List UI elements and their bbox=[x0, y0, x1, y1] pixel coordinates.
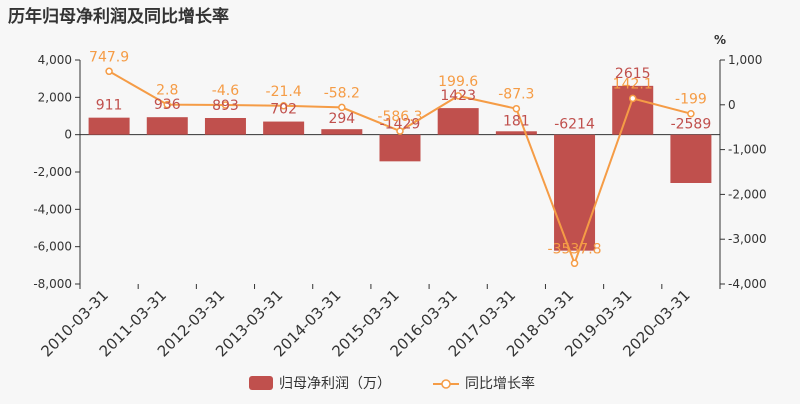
bar-data-label: 893 bbox=[212, 98, 239, 114]
bar-data-label: -6214 bbox=[554, 117, 595, 133]
line-data-label: 2.8 bbox=[156, 83, 178, 99]
line-data-label: 747.9 bbox=[89, 49, 129, 65]
bar-data-label: 936 bbox=[154, 97, 181, 113]
bar-data-label: 702 bbox=[270, 102, 297, 118]
line-data-label: 142.1 bbox=[613, 76, 653, 92]
y-left-tick-label: -6,000 bbox=[33, 240, 72, 254]
growth-point bbox=[279, 102, 288, 110]
bar-data-label: 181 bbox=[503, 113, 530, 129]
line-data-label: -4.6 bbox=[212, 83, 239, 99]
growth-point bbox=[687, 109, 695, 118]
bar bbox=[379, 134, 421, 162]
bar-data-label: -2589 bbox=[671, 117, 712, 133]
y-left-tick-label: -4,000 bbox=[33, 202, 72, 216]
line-data-label: -3537.8 bbox=[548, 241, 602, 257]
y-left-tick-label: 2,000 bbox=[38, 90, 72, 104]
line-data-label: -21.4 bbox=[266, 84, 302, 100]
legend-bar-swatch bbox=[249, 376, 273, 390]
growth-line bbox=[108, 70, 692, 267]
bar-data-label: 2615 bbox=[615, 66, 651, 82]
bar-data-label: 911 bbox=[96, 98, 123, 114]
y-left-tick-label: -8,000 bbox=[33, 277, 72, 291]
bar bbox=[670, 134, 712, 183]
y-right-tick-label: -1,000 bbox=[728, 143, 767, 157]
growth-point bbox=[512, 104, 521, 113]
growth-point bbox=[628, 94, 637, 103]
line-data-label: -58.2 bbox=[324, 85, 360, 101]
growth-point bbox=[105, 67, 113, 76]
y-left-tick-label: -2,000 bbox=[33, 165, 72, 179]
bar-data-label: 1423 bbox=[440, 88, 476, 104]
line-data-label: -199 bbox=[675, 92, 707, 108]
growth-point bbox=[221, 101, 230, 109]
bar bbox=[263, 121, 305, 135]
chart-title: 历年归母净利润及同比增长率 bbox=[8, 7, 229, 27]
legend-bar-label: 归母净利润（万） bbox=[279, 375, 391, 392]
bar bbox=[554, 134, 596, 251]
bar bbox=[88, 117, 130, 135]
growth-point bbox=[338, 103, 346, 112]
legend-line-label: 同比增长率 bbox=[465, 375, 535, 392]
bar-data-label: 294 bbox=[328, 111, 355, 127]
growth-point bbox=[454, 92, 462, 100]
y-right-unit-label: % bbox=[714, 33, 726, 47]
y-right-tick-label: 1,000 bbox=[728, 53, 762, 67]
y-left-tick-label: 0 bbox=[64, 128, 72, 142]
y-right-tick-label: -4,000 bbox=[728, 277, 767, 291]
bar-data-label: -1429 bbox=[380, 117, 421, 133]
bar bbox=[204, 117, 246, 135]
line-data-label: 199.6 bbox=[438, 74, 478, 90]
y-right-tick-label: -3,000 bbox=[728, 232, 767, 246]
y-right-tick-label: -2,000 bbox=[728, 187, 767, 201]
bar bbox=[495, 131, 537, 135]
bar bbox=[437, 108, 479, 135]
legend-line-marker bbox=[441, 379, 451, 389]
growth-point bbox=[396, 127, 404, 135]
y-right-tick-label: 0 bbox=[728, 98, 736, 112]
line-data-label: -87.3 bbox=[498, 87, 534, 103]
bar bbox=[612, 85, 654, 135]
growth-point bbox=[163, 100, 172, 109]
line-data-label: -586.3 bbox=[377, 109, 422, 125]
bar bbox=[146, 117, 188, 135]
y-left-tick-label: 4,000 bbox=[38, 53, 72, 67]
growth-point bbox=[570, 259, 579, 268]
bar bbox=[321, 129, 363, 135]
